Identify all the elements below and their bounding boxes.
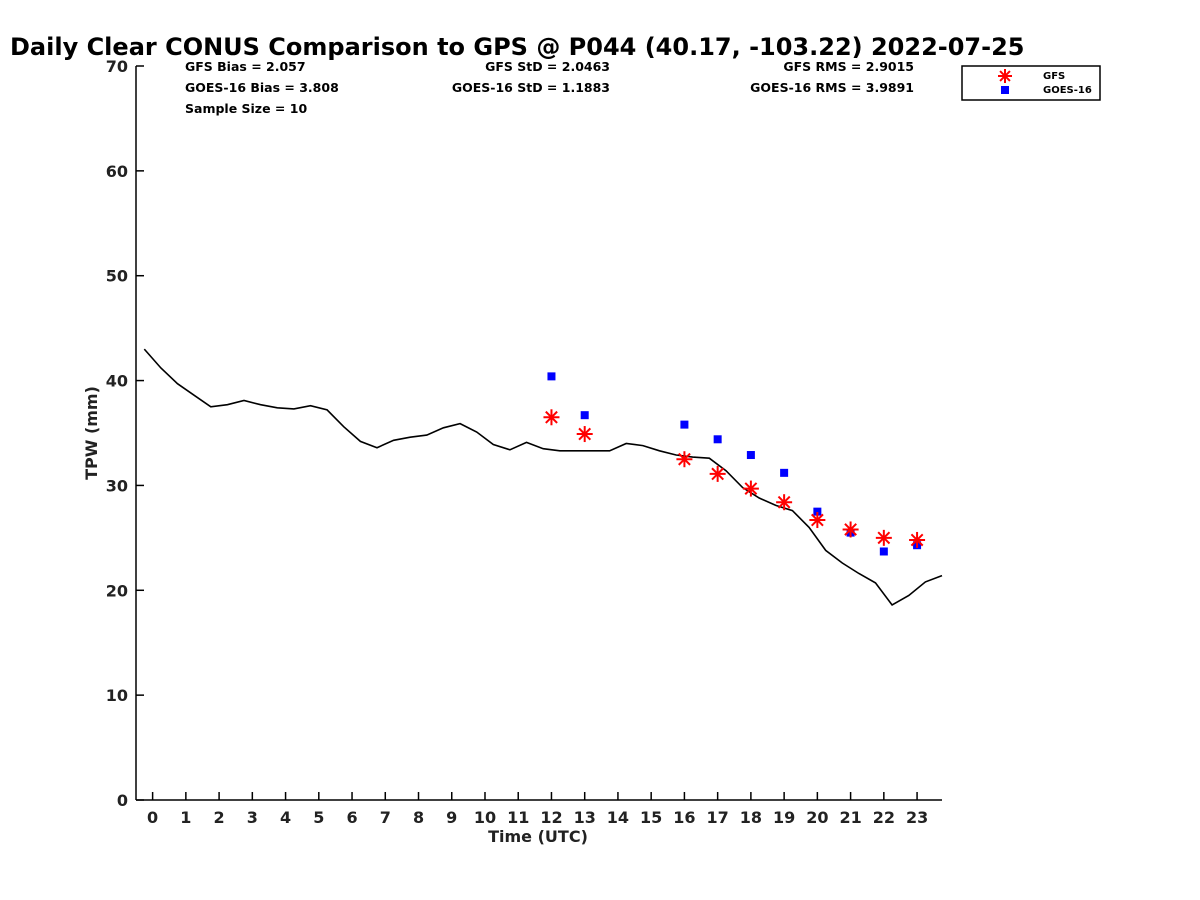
y-tick-label: 40 — [106, 372, 128, 391]
gfs-point-stroke — [777, 495, 791, 509]
gfs-point-stroke — [910, 533, 924, 547]
goes-16-point — [746, 451, 755, 460]
gfs-point-stroke — [877, 531, 891, 545]
gps-line — [143, 348, 943, 607]
legend-gfs-asterisk-stroke — [999, 70, 1011, 82]
gfs-point — [909, 531, 926, 548]
x-tick-label: 11 — [507, 808, 529, 827]
x-tick-label: 9 — [446, 808, 457, 827]
y-tick-label: 50 — [106, 267, 128, 286]
gfs-point-stroke — [711, 467, 725, 481]
gfs-point-stroke — [678, 452, 691, 466]
x-tick-label: 1 — [180, 808, 191, 827]
gfs-point-stroke — [744, 482, 758, 495]
legend-goes-marker — [1001, 86, 1009, 94]
goes-16-point — [813, 507, 822, 516]
stats-block: GFS Bias = 2.057 GOES-16 Bias = 3.808 Sa… — [185, 59, 914, 116]
legend-gfs-label: GFS — [1043, 71, 1065, 82]
x-tick-label: 19 — [773, 808, 795, 827]
gfs-point — [809, 512, 826, 529]
gfs-point — [875, 529, 892, 546]
x-tick-label: 15 — [640, 808, 662, 827]
x-tick-label: 12 — [540, 808, 562, 827]
gfs-point-stroke — [545, 410, 558, 424]
x-tick-label: 0 — [147, 808, 158, 827]
x-tick-label: 10 — [474, 808, 496, 827]
x-tick-label: 18 — [740, 808, 762, 827]
y-tick-label: 60 — [106, 162, 128, 181]
legend-gfs-marker — [998, 69, 1012, 83]
gfs-point — [576, 426, 593, 443]
gfs-std-stat: GFS StD = 2.0463 — [485, 59, 610, 74]
goes-16-point — [879, 547, 888, 556]
axes — [135, 66, 942, 801]
legend-box — [961, 65, 1101, 101]
goes-rms-stat: GOES-16 RMS = 3.9891 — [750, 80, 914, 95]
y-tick-label: 30 — [106, 476, 128, 495]
gfs-point-stroke — [844, 523, 857, 536]
x-ticks: 0 1 2 3 4 5 6 7 8 9 10 11 12 13 14 15 16 17 18 19 20 21 22 23 — [147, 792, 928, 827]
x-tick-label: 7 — [380, 808, 391, 827]
chart-title: Daily Clear CONUS Comparison to GPS @ P0… — [10, 33, 1024, 61]
x-tick-label: 14 — [607, 808, 629, 827]
gps-line-layer — [143, 348, 943, 607]
x-tick-label: 21 — [839, 808, 861, 827]
x-axis-label: Time (UTC) — [488, 827, 588, 846]
gfs-rms-stat: GFS RMS = 2.9015 — [783, 59, 914, 74]
x-tick-label: 5 — [313, 808, 324, 827]
gfs-point-stroke — [810, 513, 824, 527]
gfs-point — [842, 521, 859, 538]
x-tick-label: 22 — [873, 808, 895, 827]
y-ticks: 0 10 20 30 40 50 60 70 — [106, 57, 144, 810]
goes-16-point — [780, 468, 789, 477]
x-tick-label: 13 — [574, 808, 596, 827]
gfs-point — [742, 480, 759, 497]
legend-gfs-asterisk — [998, 69, 1012, 83]
gfs-point — [543, 409, 560, 426]
y-tick-label: 10 — [106, 686, 128, 705]
x-tick-label: 20 — [806, 808, 828, 827]
x-tick-label: 3 — [247, 808, 258, 827]
x-tick-label: 6 — [346, 808, 357, 827]
sample-size-stat: Sample Size = 10 — [185, 101, 307, 116]
x-tick-label: 2 — [214, 808, 225, 827]
x-tick-label: 4 — [280, 808, 291, 827]
x-tick-label: 16 — [673, 808, 695, 827]
y-tick-label: 70 — [106, 57, 128, 76]
gfs-point — [676, 451, 693, 468]
goes-std-stat: GOES-16 StD = 1.1883 — [452, 80, 610, 95]
y-axis-label: TPW (mm) — [82, 386, 101, 480]
gfs-bias-stat: GFS Bias = 2.057 — [185, 59, 306, 74]
x-tick-label: 23 — [906, 808, 928, 827]
y-tick-label: 20 — [106, 581, 128, 600]
legend-goes-label: GOES-16 — [1043, 85, 1092, 96]
x-tick-label: 17 — [707, 808, 729, 827]
gfs-point — [776, 494, 793, 511]
goes-16-point — [547, 372, 556, 381]
legend: GFS GOES-16 — [961, 65, 1101, 101]
goes-bias-stat: GOES-16 Bias = 3.808 — [185, 80, 339, 95]
goes-16-point — [580, 411, 589, 420]
goes-16-point — [680, 420, 689, 429]
gfs-point-stroke — [578, 427, 592, 441]
x-tick-label: 8 — [413, 808, 424, 827]
gfs-points — [543, 409, 926, 548]
goes-16-points — [547, 372, 922, 556]
goes-16-point — [713, 435, 722, 444]
gfs-point — [709, 465, 726, 482]
y-tick-label: 0 — [117, 791, 128, 810]
